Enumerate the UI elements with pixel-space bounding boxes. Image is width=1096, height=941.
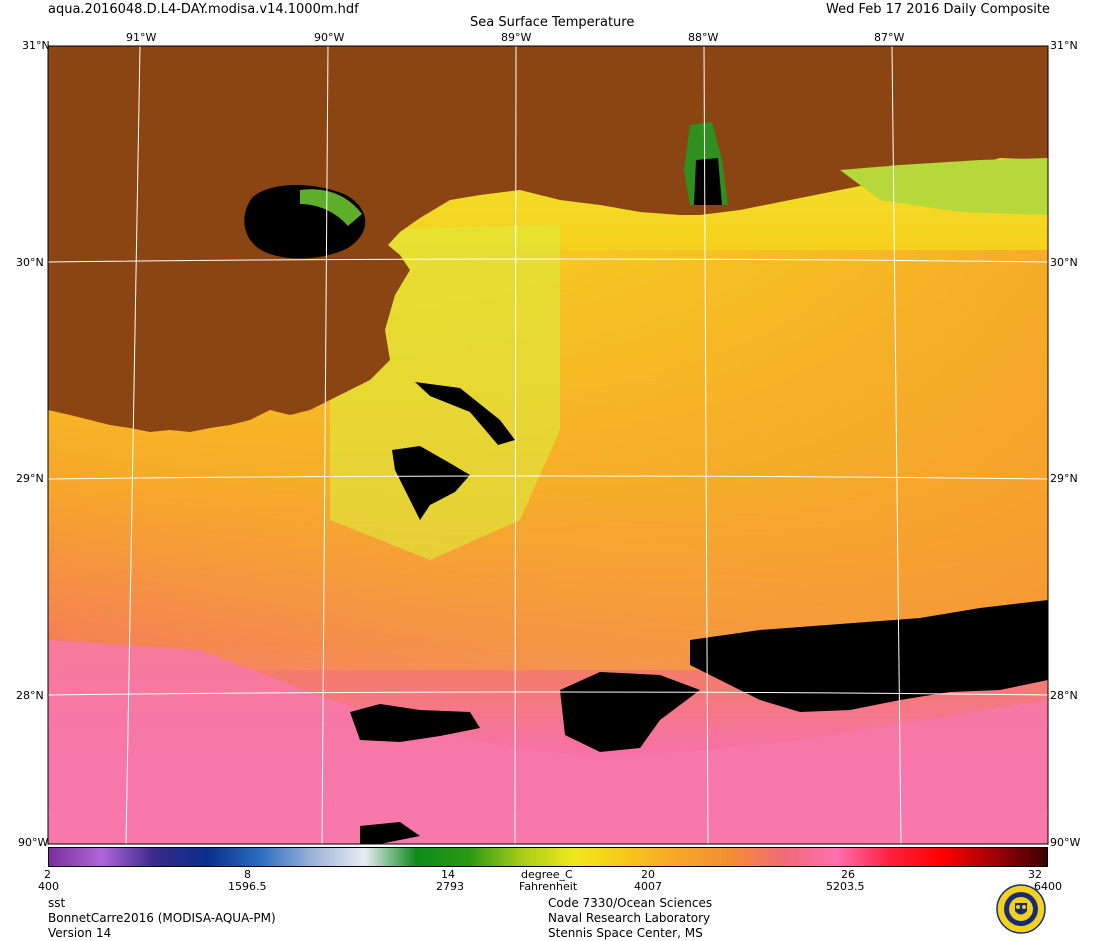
mobile-bay-black: [694, 158, 722, 205]
celsius-tick-8: 8: [244, 868, 251, 881]
lon-label-89: 89°W: [501, 31, 532, 44]
lake-green-rim: [300, 189, 362, 226]
cloud-patch-bottom: [360, 822, 420, 844]
lon-label-bottom-left: 90°W: [18, 836, 49, 849]
nrl-seal-logo: [996, 884, 1046, 934]
eastern-shore-band: [840, 158, 1048, 215]
lat-label-30-left: 30°N: [16, 256, 44, 269]
lat-label-30-right: 30°N: [1050, 256, 1078, 269]
footer-source-line: BonnetCarre2016 (MODISA-AQUA-PM): [48, 911, 276, 925]
lat-label-31-right: 31°N: [1050, 39, 1078, 52]
lat-label-29-right: 29°N: [1050, 472, 1078, 485]
fahrenheit-tick-1: 400: [38, 880, 59, 893]
filename-label: aqua.2016048.D.L4-DAY.modisa.v14.1000m.h…: [48, 2, 359, 17]
footer-product-line: sst: [48, 896, 66, 910]
footer-org-code: Code 7330/Ocean Sciences: [548, 896, 713, 910]
lat-label-29-left: 29°N: [16, 472, 44, 485]
lat-label-28-right: 28°N: [1050, 689, 1078, 702]
fahrenheit-tick-6: 6400: [1034, 880, 1062, 893]
fahrenheit-tick-2: 1596.5: [228, 880, 267, 893]
fahrenheit-tick-4: 4007: [634, 880, 662, 893]
fahrenheit-unit-label: Fahrenheit: [519, 880, 578, 893]
color-scale-bar: [48, 847, 1048, 867]
lon-label-90: 90°W: [314, 31, 345, 44]
celsius-tick-14: 14: [441, 868, 455, 881]
lat-label-28-left: 28°N: [16, 689, 44, 702]
footer-org-location: Stennis Space Center, MS: [548, 926, 703, 940]
footer-org-name: Naval Research Laboratory: [548, 911, 711, 925]
cloud-patch-east: [690, 600, 1048, 712]
celsius-tick-20: 20: [641, 868, 655, 881]
celsius-tick-2: 2: [44, 868, 51, 881]
fahrenheit-tick-3: 2793: [436, 880, 464, 893]
land-mass: [48, 46, 1048, 432]
fahrenheit-tick-5: 5203.5: [826, 880, 865, 893]
lon-label-88: 88°W: [688, 31, 719, 44]
date-label: Wed Feb 17 2016 Daily Composite: [826, 2, 1050, 17]
map-title: Sea Surface Temperature: [470, 15, 635, 30]
delta-cloud: [392, 446, 470, 520]
lon-label-91: 91°W: [126, 31, 157, 44]
graticule: [48, 46, 1048, 844]
delta-cloud-2: [415, 382, 515, 445]
celsius-tick-32: 32: [1028, 868, 1042, 881]
celsius-tick-26: 26: [841, 868, 855, 881]
celsius-unit-label: degree_C: [521, 868, 573, 881]
lat-label-31-left: 31°N: [22, 39, 50, 52]
lon-label-87: 87°W: [874, 31, 905, 44]
lon-label-bottom-right: 90°W: [1050, 836, 1081, 849]
pink-warm-water: [48, 640, 1048, 844]
cloud-patch-west: [350, 704, 480, 742]
footer-version-line: Version 14: [48, 926, 112, 940]
